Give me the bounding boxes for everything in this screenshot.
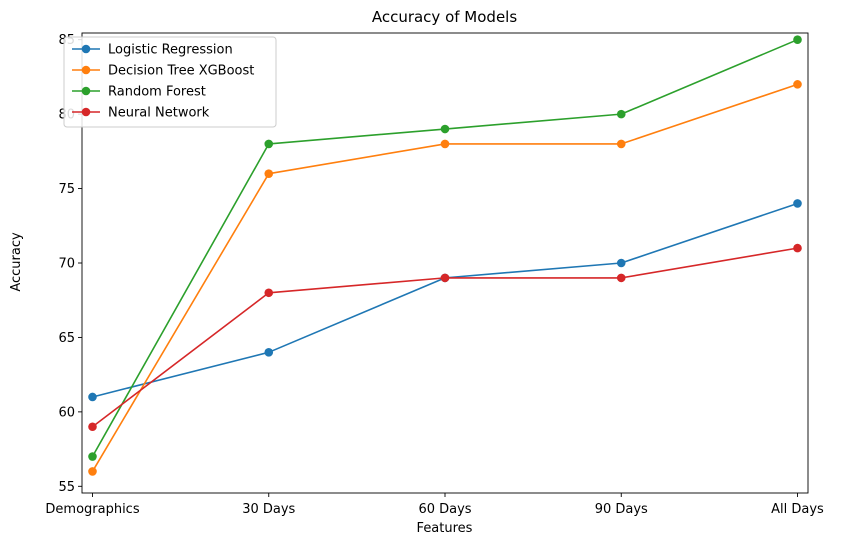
data-point-3-1 [264,288,274,298]
data-point-2-3 [616,109,626,119]
x-tick-label-3: 90 Days [595,502,648,517]
legend-box [63,36,277,128]
data-point-3-3 [616,273,626,283]
data-point-3-2 [440,273,450,283]
data-point-0-1 [264,348,274,357]
chart-title: Accuracy of Models [372,8,518,26]
legend-label-2: Random Forest [108,85,206,100]
legend-marker-0 [81,44,91,54]
legend-label-1: Decision Tree XGBoost [108,64,254,79]
legend-marker-3 [81,107,91,117]
data-point-1-3 [616,139,626,149]
y-tick-label-3: 70 [58,257,75,272]
data-point-1-0 [88,467,97,476]
legend-label-0: Logistic Regression [108,43,233,58]
data-point-3-4 [793,243,802,253]
data-point-2-1 [264,139,274,149]
x-axis-label: Features [417,521,473,536]
y-tick-label-0: 55 [58,480,75,495]
plot-area: Demographics 30 Days 60 Days 90 Days All Day… [45,32,824,517]
data-point-1-4 [793,80,802,89]
x-tick-label-1: 30 Days [242,502,295,517]
data-point-2-2 [440,124,450,134]
x-tick-label-4: All Days [771,502,824,517]
data-point-0-0 [88,392,97,402]
y-tick-label-4: 75 [58,182,75,197]
data-point-1-1 [264,169,274,178]
y-tick-label-2: 65 [58,331,75,346]
series-line-0 [92,202,798,398]
legend-marker-1 [81,65,91,75]
data-point-0-3 [616,258,626,268]
legend-marker-2 [81,86,91,96]
x-tick-label-2: 60 Days [418,502,471,517]
data-point-2-4 [793,35,802,44]
legend-label-3: Neural Network [108,106,210,121]
y-axis-label: Accuracy [9,232,24,292]
y-tick-label-1: 60 [58,405,75,420]
data-point-1-2 [440,139,450,149]
data-point-0-4 [793,199,802,208]
data-point-3-0 [88,422,97,432]
x-tick-label-0: Demographics [45,502,139,517]
data-point-2-0 [88,452,97,461]
